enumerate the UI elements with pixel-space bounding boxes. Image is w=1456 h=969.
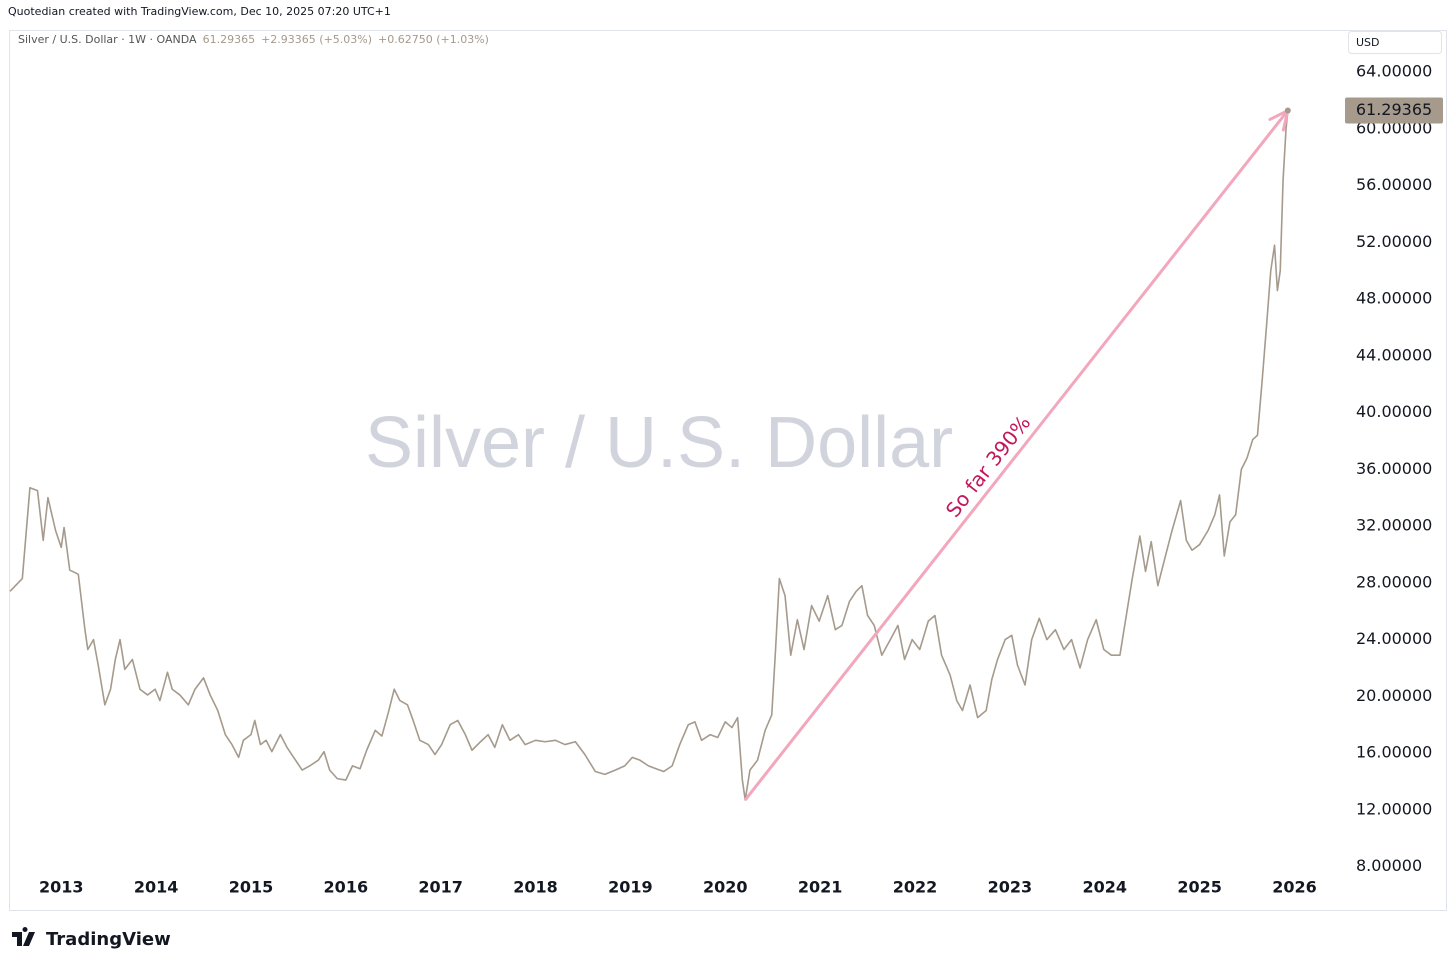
currency[interactable]: USD <box>1356 36 1380 49</box>
y-tick-label: 40.00000 <box>1356 402 1432 421</box>
y-tick-label: 44.00000 <box>1356 345 1432 364</box>
brand: TradingView <box>46 929 171 950</box>
x-tick-label: 2023 <box>988 878 1033 897</box>
y-tick-label: 32.00000 <box>1356 516 1432 535</box>
arrow-head <box>1281 109 1290 132</box>
y-tick-label: 36.00000 <box>1356 459 1432 478</box>
credit: Quotedian created with TradingView.com, … <box>8 5 391 18</box>
annotation-arrow <box>744 109 1290 801</box>
y-tick-label: 64.00000 <box>1356 62 1432 81</box>
price: 61.29365 <box>203 33 256 46</box>
y-tick-label: 52.00000 <box>1356 232 1432 251</box>
y-tick-label: 20.00000 <box>1356 686 1432 705</box>
change-period: +0.62750 (+1.03%) <box>378 33 489 46</box>
x-tick-label: 2018 <box>513 878 558 897</box>
x-tick-label: 2019 <box>608 878 653 897</box>
y-tick-label: 8.00000 <box>1356 856 1422 875</box>
price-badge <box>1345 97 1443 124</box>
y-tick-label: 12.00000 <box>1356 799 1432 818</box>
watermark: Silver / U.S. Dollar <box>365 403 953 483</box>
x-tick-label: 2016 <box>324 878 369 897</box>
x-tick-label: 2022 <box>893 878 938 897</box>
x-tick-label: 2017 <box>418 878 463 897</box>
y-tick-label: 48.00000 <box>1356 289 1432 308</box>
x-tick-label: 2015 <box>229 878 274 897</box>
symbol: Silver / U.S. Dollar · 1W · OANDA 61.2936… <box>18 33 489 46</box>
x-tick-label: 2020 <box>703 878 748 897</box>
x-tick-label: 2024 <box>1082 878 1127 897</box>
y-tick-label: 28.00000 <box>1356 572 1432 591</box>
last-point <box>1284 107 1291 114</box>
chart-frame <box>9 30 1447 911</box>
price-badge-label: 61.29365 <box>1356 100 1432 119</box>
y-tick-label: 24.00000 <box>1356 629 1432 648</box>
x-tick-label: 2026 <box>1272 878 1317 897</box>
change: +2.93365 (+5.03%) <box>261 33 372 46</box>
x-tick-label: 2013 <box>39 878 84 897</box>
logo-icon <box>12 927 35 946</box>
y-tick-label: 16.00000 <box>1356 743 1432 762</box>
currency-box[interactable] <box>1348 31 1442 54</box>
brand-logo: TradingView <box>12 927 171 950</box>
x-tick-label: 2021 <box>798 878 843 897</box>
y-tick-label: 56.00000 <box>1356 175 1432 194</box>
price-line <box>9 110 1289 801</box>
x-tick-label: 2025 <box>1177 878 1222 897</box>
x-tick-label: 2014 <box>134 878 179 897</box>
symbol-name: Silver / U.S. Dollar · 1W · OANDA <box>18 33 197 46</box>
arrow-head <box>1268 109 1290 121</box>
